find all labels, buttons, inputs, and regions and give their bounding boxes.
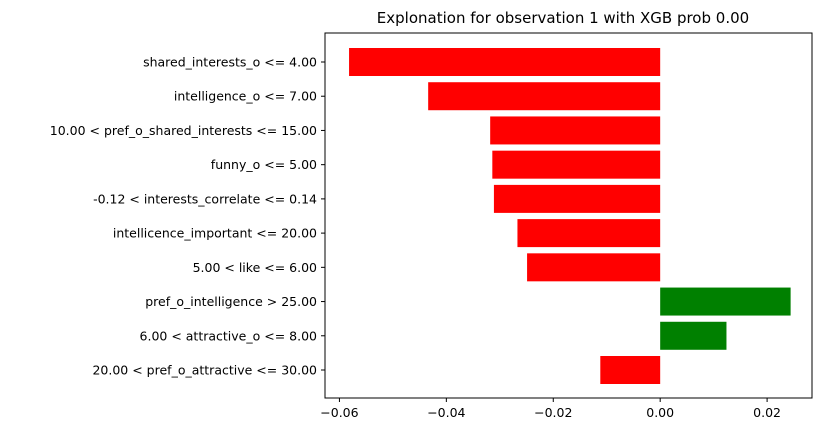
y-tick-label: pref_o_intelligence > 25.00 [145,294,317,309]
bars-group [349,48,791,384]
y-tick-label: intellicence_important <= 20.00 [113,226,317,241]
x-tick-label: −0.02 [534,405,572,420]
x-tick-label: −0.04 [427,405,465,420]
y-tick-labels: shared_interests_o <= 4.00 intelligence_o… [50,55,325,378]
bar [349,48,661,76]
y-tick-label: -0.12 < interests_correlate <= 0.14 [93,191,317,206]
bar [517,219,661,248]
bar [492,150,661,179]
plot-frame [324,32,813,399]
y-tick-label: 20.00 < pref_o_attractive <= 30.00 [92,363,317,378]
y-tick-label: funny_o <= 5.00 [211,157,317,172]
x-tick-label: −0.06 [320,405,358,420]
y-tick-label: shared_interests_o <= 4.00 [143,55,317,70]
bar [493,184,661,213]
y-tick-label: intelligence_o <= 7.00 [174,89,317,104]
x-tick-label: 0.00 [646,405,674,420]
y-tick-label: 5.00 < like <= 6.00 [193,260,317,275]
y-tick-label: 10.00 < pref_o_shared_interests <= 15.00 [50,123,317,138]
bar [660,321,727,350]
bar [527,253,661,282]
x-ticks: −0.06 −0.04 −0.02 0.00 0.02 [320,398,781,420]
bar [490,116,661,145]
chart-title: Explonation for observation 1 with XGB p… [377,9,749,27]
bar [600,356,661,384]
y-tick-label: 6.00 < attractive_o <= 8.00 [140,328,318,343]
x-tick-label: 0.02 [753,405,781,420]
bar [660,287,791,316]
bar [428,82,661,111]
